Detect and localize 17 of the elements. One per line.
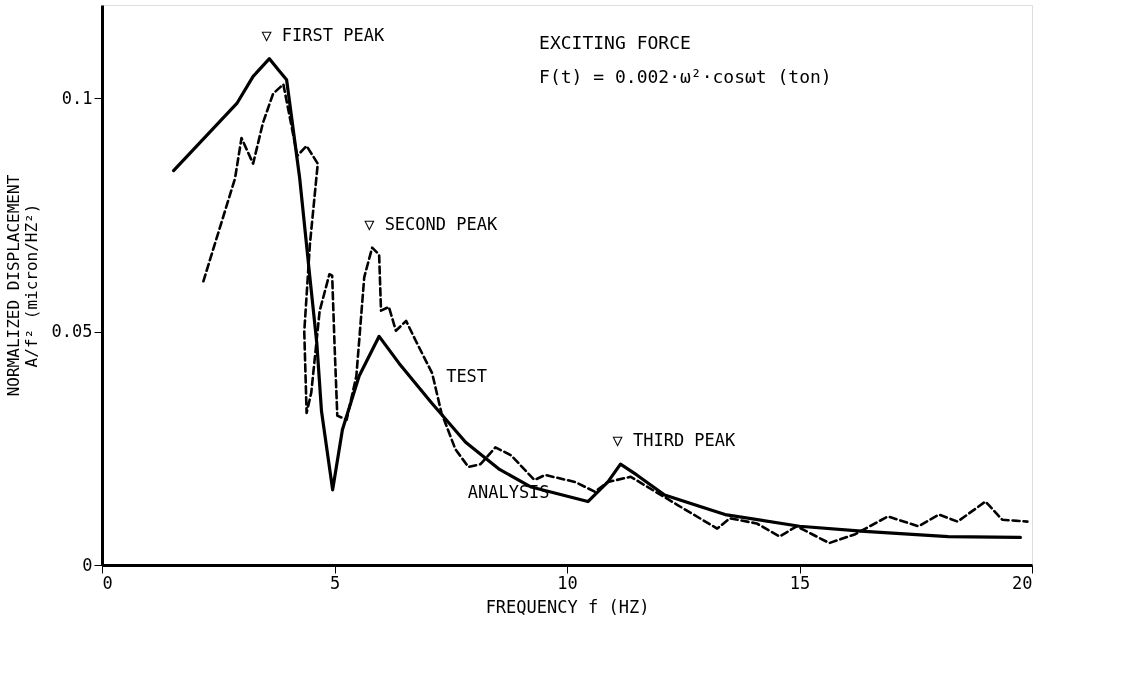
y-tick-label: 0.05 [51,321,93,342]
annotation: ▽ THIRD PEAK [612,430,737,451]
annotation: ▽ SECOND PEAK [364,213,498,234]
x-tick-label: 20 [1012,572,1033,593]
annotation: F(t) = 0.002·ω²·cosωt (ton) [539,66,832,87]
x-tick-label: 0 [102,572,113,593]
x-axis-title: FREQUENCY f (HZ) [485,596,650,617]
x-tick-label: 15 [789,572,811,593]
x-tick-label: 10 [557,572,578,593]
y-axis-title: NORMALIZED DISPLACEMENT A/f² (micron/HZ²) [3,174,41,397]
x-tick-label: 5 [329,572,341,593]
series-label: ANALYSIS [467,481,550,502]
annotation: EXCITING FORCE [539,32,691,53]
y-tick-label: 0.1 [61,87,93,108]
annotation: ▽ FIRST PEAK [261,24,385,45]
series-label: TEST [446,366,488,387]
y-tick-label: 0 [82,554,93,575]
